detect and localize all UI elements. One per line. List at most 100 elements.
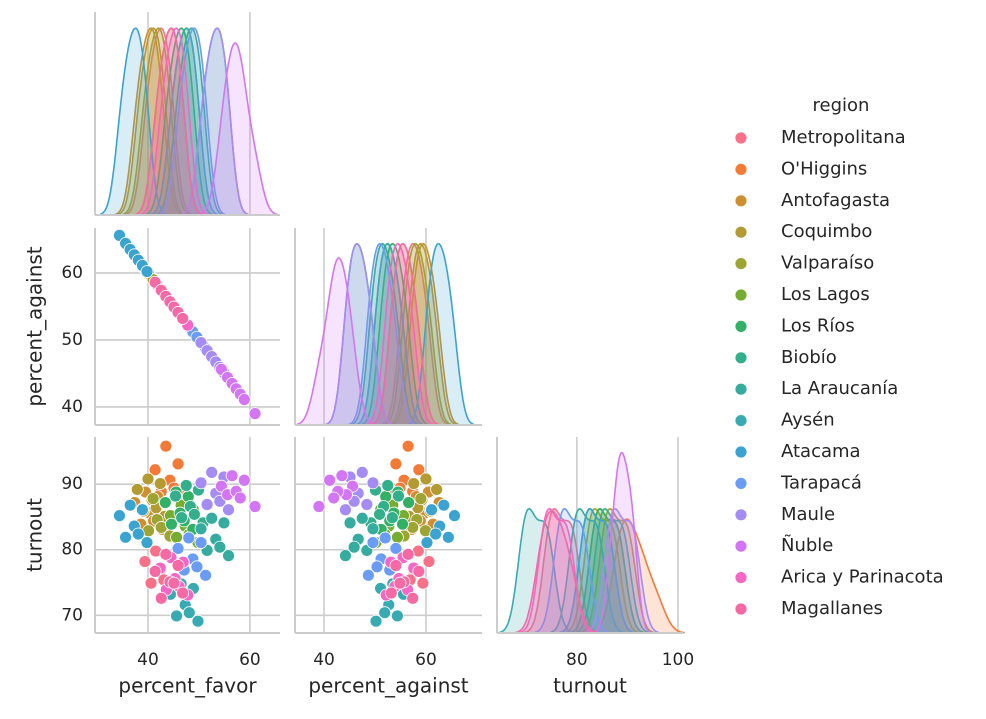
kde-curve (514, 510, 598, 634)
legend-label: Coquimbo (781, 221, 872, 242)
legend-marker (734, 508, 748, 522)
scatter-point (392, 489, 405, 503)
kde-area (515, 510, 598, 633)
legend-marker (734, 382, 748, 396)
scatter-point (366, 536, 380, 549)
kde-curve (371, 242, 439, 426)
legend-label: Atacama (781, 441, 861, 462)
kde-curve (534, 507, 609, 634)
scatter-point (169, 489, 182, 503)
kde-curve (593, 451, 651, 634)
scatter-point (153, 477, 167, 490)
kde-curve (125, 27, 193, 216)
scatter-point (327, 491, 341, 505)
kde-area (589, 519, 685, 633)
legend-label: Aysén (781, 410, 835, 431)
kde-area (519, 508, 594, 633)
scatter-point (339, 549, 352, 563)
scatter-point (389, 457, 403, 471)
x-axis-label: percent_favor (118, 674, 257, 698)
x-axis-label: turnout (553, 674, 627, 698)
y-tick-label: 90 (61, 474, 83, 494)
scatter-point (222, 503, 235, 517)
legend-marker (734, 351, 748, 365)
kde-curve (381, 242, 449, 426)
scatter-point (441, 530, 455, 544)
scatter-point (378, 531, 392, 545)
scatter-point (222, 549, 235, 563)
kde-curve (348, 242, 416, 426)
kde-area (593, 452, 651, 633)
legend-label: Arica y Parinacota (781, 567, 944, 588)
scatter-point (154, 591, 168, 605)
kde-area (366, 243, 434, 425)
kde-curve (549, 507, 624, 634)
scatter-point (366, 522, 380, 536)
scatter-point (419, 472, 433, 486)
scatter-point (200, 498, 214, 511)
scatter-point (119, 530, 132, 544)
scatter-point (140, 536, 154, 549)
scatter-point (165, 517, 178, 531)
kde-curve (135, 27, 203, 216)
legend-marker (734, 225, 748, 239)
scatter-point (176, 312, 190, 325)
kde-curve (407, 242, 475, 426)
kde-area (181, 28, 249, 216)
scatter-point (389, 559, 403, 572)
kde-area (382, 243, 449, 425)
scatter-point (416, 576, 430, 590)
kde-curve (384, 242, 452, 426)
kde-curve (559, 507, 635, 634)
legend-label: La Araucanía (781, 378, 898, 399)
scatter-point (140, 265, 154, 278)
scatter-point (113, 509, 126, 523)
kde-area (371, 243, 439, 425)
kde-curve (198, 42, 278, 216)
scatter-point (430, 483, 444, 496)
kde-curve (524, 507, 599, 634)
scatter-point (420, 536, 434, 549)
scatter-point (213, 540, 227, 554)
scatter-point (158, 496, 172, 509)
legend-label: Magallanes (781, 598, 883, 619)
scatter-point (144, 576, 158, 590)
kde-area (135, 28, 203, 216)
kde-area (389, 243, 457, 425)
scatter-point (425, 503, 438, 517)
scatter-point (176, 586, 190, 600)
scatter-point (248, 407, 262, 421)
x-tick-label: 60 (415, 650, 437, 670)
scatter-point (205, 465, 219, 479)
scatter-point (131, 527, 145, 541)
scatter-point (141, 472, 155, 486)
scatter-point (135, 503, 149, 517)
scatter-point (237, 473, 251, 487)
kde-curve (389, 242, 457, 426)
scatter-point (355, 511, 369, 525)
scatter-point (217, 516, 231, 530)
scatter-point (138, 555, 152, 568)
scatter-point (123, 498, 137, 512)
kde-curve (519, 507, 594, 634)
kde-area (348, 243, 416, 425)
legend-marker (734, 476, 748, 490)
scatter-point (170, 609, 183, 623)
scatter-point (437, 498, 451, 512)
scatter-point (146, 492, 160, 506)
scatter-point (159, 439, 173, 453)
scatter-point (381, 479, 395, 492)
panel (95, 228, 280, 425)
kde-area (158, 28, 226, 216)
scatter-point (369, 614, 383, 628)
y-tick-label: 40 (61, 397, 83, 417)
scatter-point (422, 555, 436, 568)
kde-area (140, 28, 208, 216)
kde-area (559, 508, 634, 633)
scatter-point (194, 476, 208, 490)
legend-label: Ñuble (781, 534, 833, 556)
scatter-point (167, 576, 181, 590)
scatter-point (159, 547, 173, 561)
y-axis-label: turnout (23, 498, 47, 572)
